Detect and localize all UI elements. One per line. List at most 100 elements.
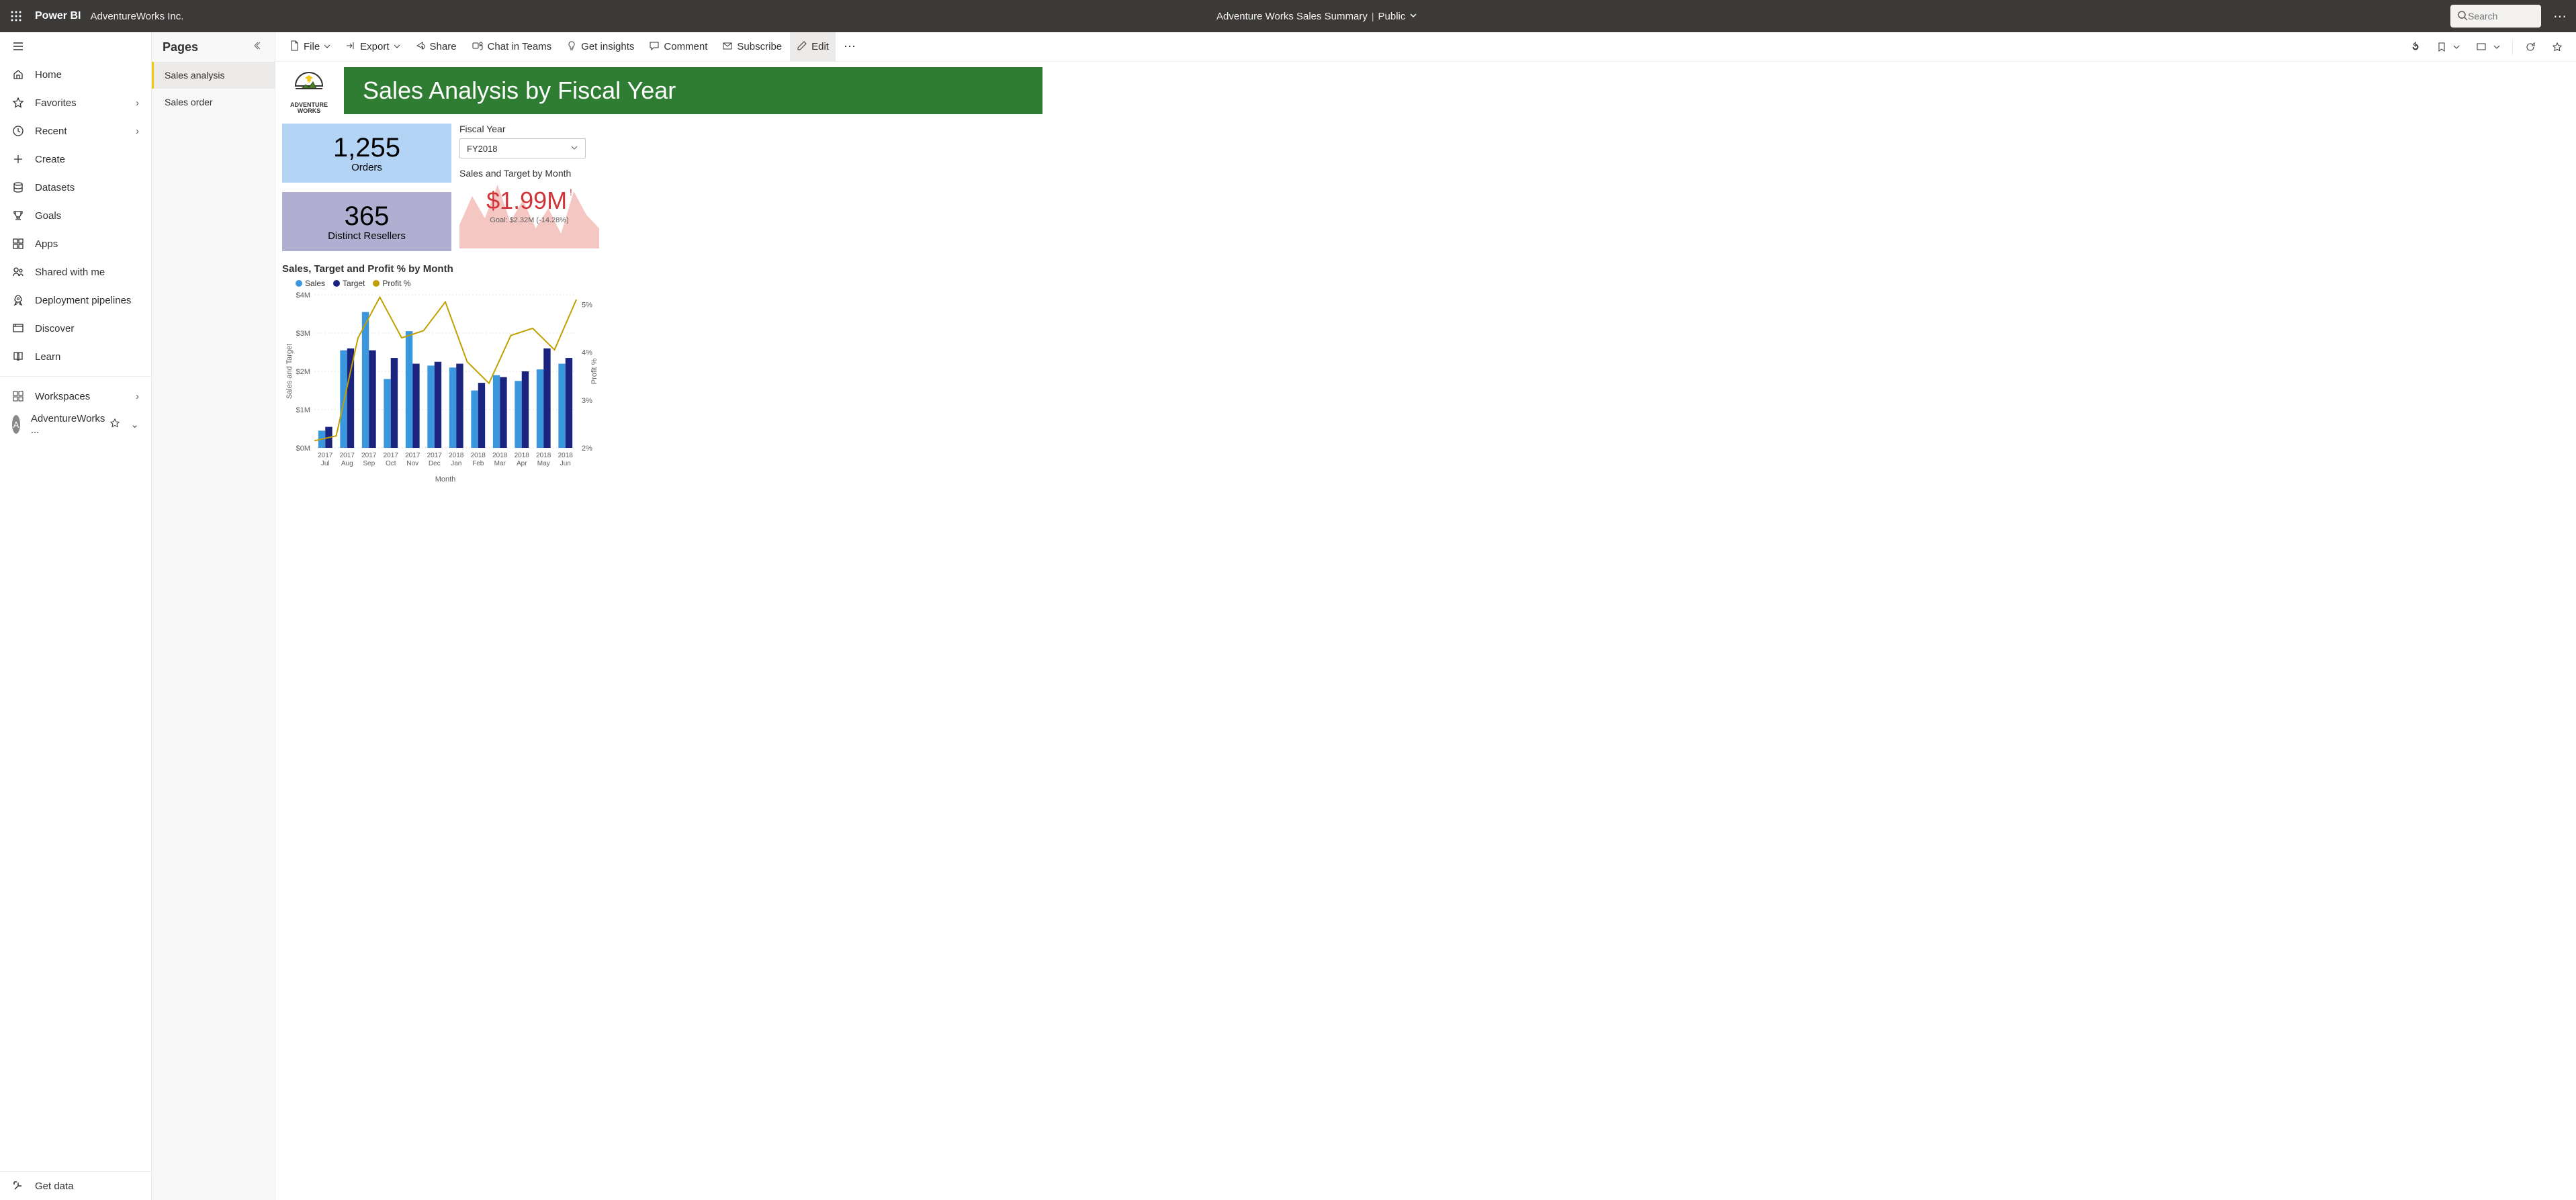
insights-button[interactable]: Get insights bbox=[560, 32, 641, 62]
refresh-button[interactable] bbox=[2518, 32, 2542, 62]
svg-text:Profit %: Profit % bbox=[590, 359, 598, 385]
nav-get-data-label: Get data bbox=[35, 1181, 74, 1192]
nav-current-workspace-label: AdventureWorks ... bbox=[31, 413, 105, 436]
chevron-right-icon: › bbox=[136, 126, 139, 137]
subscribe-button[interactable]: Subscribe bbox=[715, 32, 789, 62]
orders-card[interactable]: 1,255 Orders bbox=[282, 124, 451, 183]
orders-label: Orders bbox=[351, 162, 382, 173]
nav-item-discover[interactable]: Discover bbox=[0, 314, 151, 342]
reset-button[interactable] bbox=[2403, 32, 2428, 62]
nav-get-data[interactable]: Get data bbox=[0, 1172, 151, 1200]
svg-text:2017: 2017 bbox=[318, 452, 333, 459]
trophy-icon bbox=[12, 210, 24, 222]
chevron-right-icon: › bbox=[136, 97, 139, 109]
svg-text:2018: 2018 bbox=[536, 452, 551, 459]
svg-text:2017: 2017 bbox=[361, 452, 377, 459]
collapse-pages-icon[interactable] bbox=[253, 40, 264, 54]
search-input[interactable] bbox=[2468, 11, 2528, 21]
chat-teams-button[interactable]: Chat in Teams bbox=[465, 32, 559, 62]
nav-item-shared-with-me[interactable]: Shared with me bbox=[0, 258, 151, 286]
svg-text:Dec: Dec bbox=[429, 460, 441, 467]
search-box[interactable] bbox=[2450, 5, 2541, 28]
app-launcher-icon[interactable] bbox=[5, 5, 27, 27]
combo-chart[interactable]: Sales, Target and Profit % by Month Sale… bbox=[282, 263, 603, 488]
kpi-value: $1.99M ! bbox=[459, 187, 599, 215]
svg-text:$1M: $1M bbox=[296, 406, 310, 414]
share-icon bbox=[415, 40, 426, 54]
compass-icon bbox=[12, 322, 24, 334]
book-icon bbox=[12, 351, 24, 363]
lightbulb-icon bbox=[566, 40, 577, 54]
comment-icon bbox=[649, 40, 660, 54]
chevron-down-icon bbox=[394, 41, 400, 52]
svg-text:Jun: Jun bbox=[560, 460, 571, 467]
edit-button[interactable]: Edit bbox=[790, 32, 836, 62]
svg-text:Mar: Mar bbox=[494, 460, 506, 467]
chevron-down-icon bbox=[570, 144, 578, 154]
resellers-card[interactable]: 365 Distinct Resellers bbox=[282, 192, 451, 251]
people-icon bbox=[12, 266, 24, 278]
comment-button[interactable]: Comment bbox=[642, 32, 714, 62]
svg-text:Jul: Jul bbox=[321, 460, 330, 467]
svg-text:3%: 3% bbox=[582, 397, 592, 405]
svg-text:2017: 2017 bbox=[405, 452, 420, 459]
export-menu[interactable]: Export bbox=[339, 32, 406, 62]
workspaces-icon bbox=[12, 390, 24, 402]
nav-item-favorites[interactable]: Favorites› bbox=[0, 89, 151, 117]
top-bar: Power BI AdventureWorks Inc. Adventure W… bbox=[0, 0, 2576, 32]
report-visibility[interactable]: Public bbox=[1378, 11, 1406, 22]
nav-item-create[interactable]: Create bbox=[0, 145, 151, 173]
nav-item-goals[interactable]: Goals bbox=[0, 201, 151, 230]
share-button[interactable]: Share bbox=[408, 32, 463, 62]
page-tab-sales-order[interactable]: Sales order bbox=[152, 89, 275, 116]
orders-value: 1,255 bbox=[333, 133, 400, 163]
report-canvas: ADVENTURE WORKS Sales Analysis by Fiscal… bbox=[275, 62, 2576, 1200]
kpi-title: Sales and Target by Month bbox=[459, 168, 599, 179]
nav-item-apps[interactable]: Apps bbox=[0, 230, 151, 258]
bookmark-button[interactable] bbox=[2430, 32, 2467, 62]
svg-text:2017: 2017 bbox=[427, 452, 443, 459]
svg-text:$4M: $4M bbox=[296, 291, 310, 299]
kpi-visual[interactable]: Sales and Target by Month $1.99M ! Goal:… bbox=[459, 168, 599, 248]
pages-header-label: Pages bbox=[163, 40, 198, 54]
chevron-down-icon: ⌄ bbox=[130, 418, 139, 430]
nav-item-datasets[interactable]: Datasets bbox=[0, 173, 151, 201]
rocket-icon bbox=[12, 294, 24, 306]
chevron-down-icon[interactable] bbox=[1409, 11, 1417, 21]
apps-icon bbox=[12, 238, 24, 250]
svg-text:2018: 2018 bbox=[492, 452, 508, 459]
mail-icon bbox=[722, 40, 733, 54]
combo-chart-legend: SalesTargetProfit % bbox=[282, 279, 603, 288]
nav-item-learn[interactable]: Learn bbox=[0, 342, 151, 371]
svg-text:5%: 5% bbox=[582, 301, 592, 309]
pages-pane: Pages Sales analysisSales order bbox=[152, 32, 275, 1200]
view-button[interactable] bbox=[2469, 32, 2507, 62]
company-logo: ADVENTURE WORKS bbox=[282, 70, 336, 114]
file-menu[interactable]: File bbox=[282, 32, 337, 62]
nav-current-workspace[interactable]: A AdventureWorks ... ⌄ bbox=[0, 410, 151, 439]
workspace-name[interactable]: AdventureWorks Inc. bbox=[90, 11, 183, 22]
svg-text:May: May bbox=[537, 460, 550, 467]
svg-text:2%: 2% bbox=[582, 445, 592, 453]
nav-collapse-icon[interactable] bbox=[0, 32, 151, 60]
nav-item-home[interactable]: Home bbox=[0, 60, 151, 89]
nav-workspaces[interactable]: Workspaces › bbox=[0, 382, 151, 410]
edit-icon bbox=[797, 40, 807, 54]
favorite-button[interactable] bbox=[2545, 32, 2569, 62]
export-icon bbox=[345, 40, 356, 54]
nav-item-deployment-pipelines[interactable]: Deployment pipelines bbox=[0, 286, 151, 314]
svg-text:2018: 2018 bbox=[515, 452, 530, 459]
nav-item-recent[interactable]: Recent› bbox=[0, 117, 151, 145]
more-options-icon[interactable]: ⋯ bbox=[2549, 8, 2571, 25]
fiscal-year-slicer[interactable]: FY2018 bbox=[459, 138, 586, 158]
toolbar-more[interactable]: ⋯ bbox=[837, 32, 862, 62]
svg-text:Sales and Target: Sales and Target bbox=[285, 344, 294, 399]
star-icon bbox=[12, 97, 24, 109]
workspace-avatar: A bbox=[12, 415, 20, 434]
svg-text:2018: 2018 bbox=[449, 452, 464, 459]
page-tab-sales-analysis[interactable]: Sales analysis bbox=[152, 62, 275, 89]
svg-text:$2M: $2M bbox=[296, 368, 310, 376]
svg-text:Jan: Jan bbox=[451, 460, 461, 467]
home-icon bbox=[12, 68, 24, 81]
combo-chart-title: Sales, Target and Profit % by Month bbox=[282, 263, 603, 275]
